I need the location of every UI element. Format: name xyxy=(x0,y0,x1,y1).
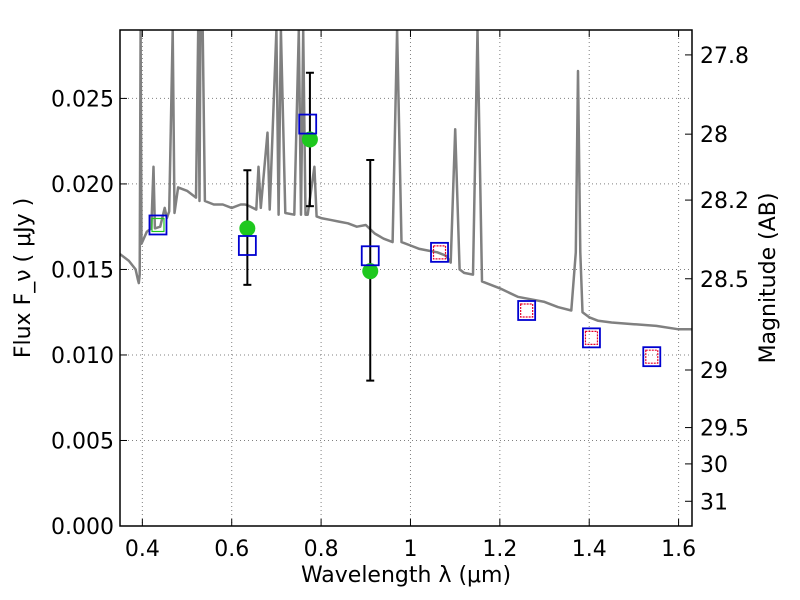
x-axis-label: Wavelength λ (μm) xyxy=(301,563,511,588)
model-flux-box xyxy=(237,235,257,256)
y2-tick-label: 27.8 xyxy=(700,44,749,69)
y2-tick-label: 30 xyxy=(700,453,728,478)
y2-tick-label: 28 xyxy=(700,123,728,148)
model-flux-box xyxy=(517,300,537,321)
y-tick-label: 0.025 xyxy=(51,87,114,112)
y2-tick-label: 28.2 xyxy=(700,189,749,214)
y-tick-label: 0.015 xyxy=(51,258,114,283)
green-flux-box xyxy=(151,217,165,233)
predicted-flux-box xyxy=(584,330,599,345)
y-tick-label: 0.005 xyxy=(51,429,114,454)
predicted-flux-box xyxy=(645,349,659,364)
plot-area xyxy=(120,30,692,382)
observed-flux-point xyxy=(301,131,318,148)
y2-tick-label: 29 xyxy=(700,359,728,384)
x-tick-label: 0.4 xyxy=(125,537,160,562)
y2-tick-label: 28.5 xyxy=(700,268,749,293)
model-flux-box xyxy=(430,241,449,263)
x-tick-label: 1.4 xyxy=(572,537,607,562)
predicted-flux-box xyxy=(432,245,447,260)
x-tick-label: 0.8 xyxy=(304,537,339,562)
y-tick-label: 0.020 xyxy=(51,173,114,198)
predicted-flux-box xyxy=(520,303,534,318)
axes-frame xyxy=(119,29,693,527)
y2-tick-label: 29.5 xyxy=(700,417,749,442)
model-flux-box xyxy=(298,113,318,135)
y-tick-label: 0.010 xyxy=(51,344,114,369)
model-flux-box xyxy=(582,327,601,349)
x-tick-label: 1.2 xyxy=(482,537,517,562)
observed-flux-point xyxy=(362,263,379,280)
x-tick-label: 1.6 xyxy=(661,537,696,562)
observed-flux-point xyxy=(239,220,256,237)
y-tick-label: 0.000 xyxy=(51,515,114,540)
model-flux-box xyxy=(148,214,168,236)
model-flux-box xyxy=(642,346,662,368)
ticks: 0.4 0.6 0.8 1 1.2 1.4 1.6 0.000 0.005 0.010 0.015 0… xyxy=(51,30,749,562)
x-tick-label: 1 xyxy=(403,537,417,562)
y-axis-label: Flux F_ν ( μJy ) xyxy=(11,198,36,358)
model-flux-box xyxy=(360,245,380,267)
y2-axis-label: Magnitude (AB) xyxy=(756,193,781,364)
x-tick-label: 0.6 xyxy=(214,537,249,562)
y2-tick-label: 31 xyxy=(700,490,728,515)
sed-model-line xyxy=(120,30,692,331)
